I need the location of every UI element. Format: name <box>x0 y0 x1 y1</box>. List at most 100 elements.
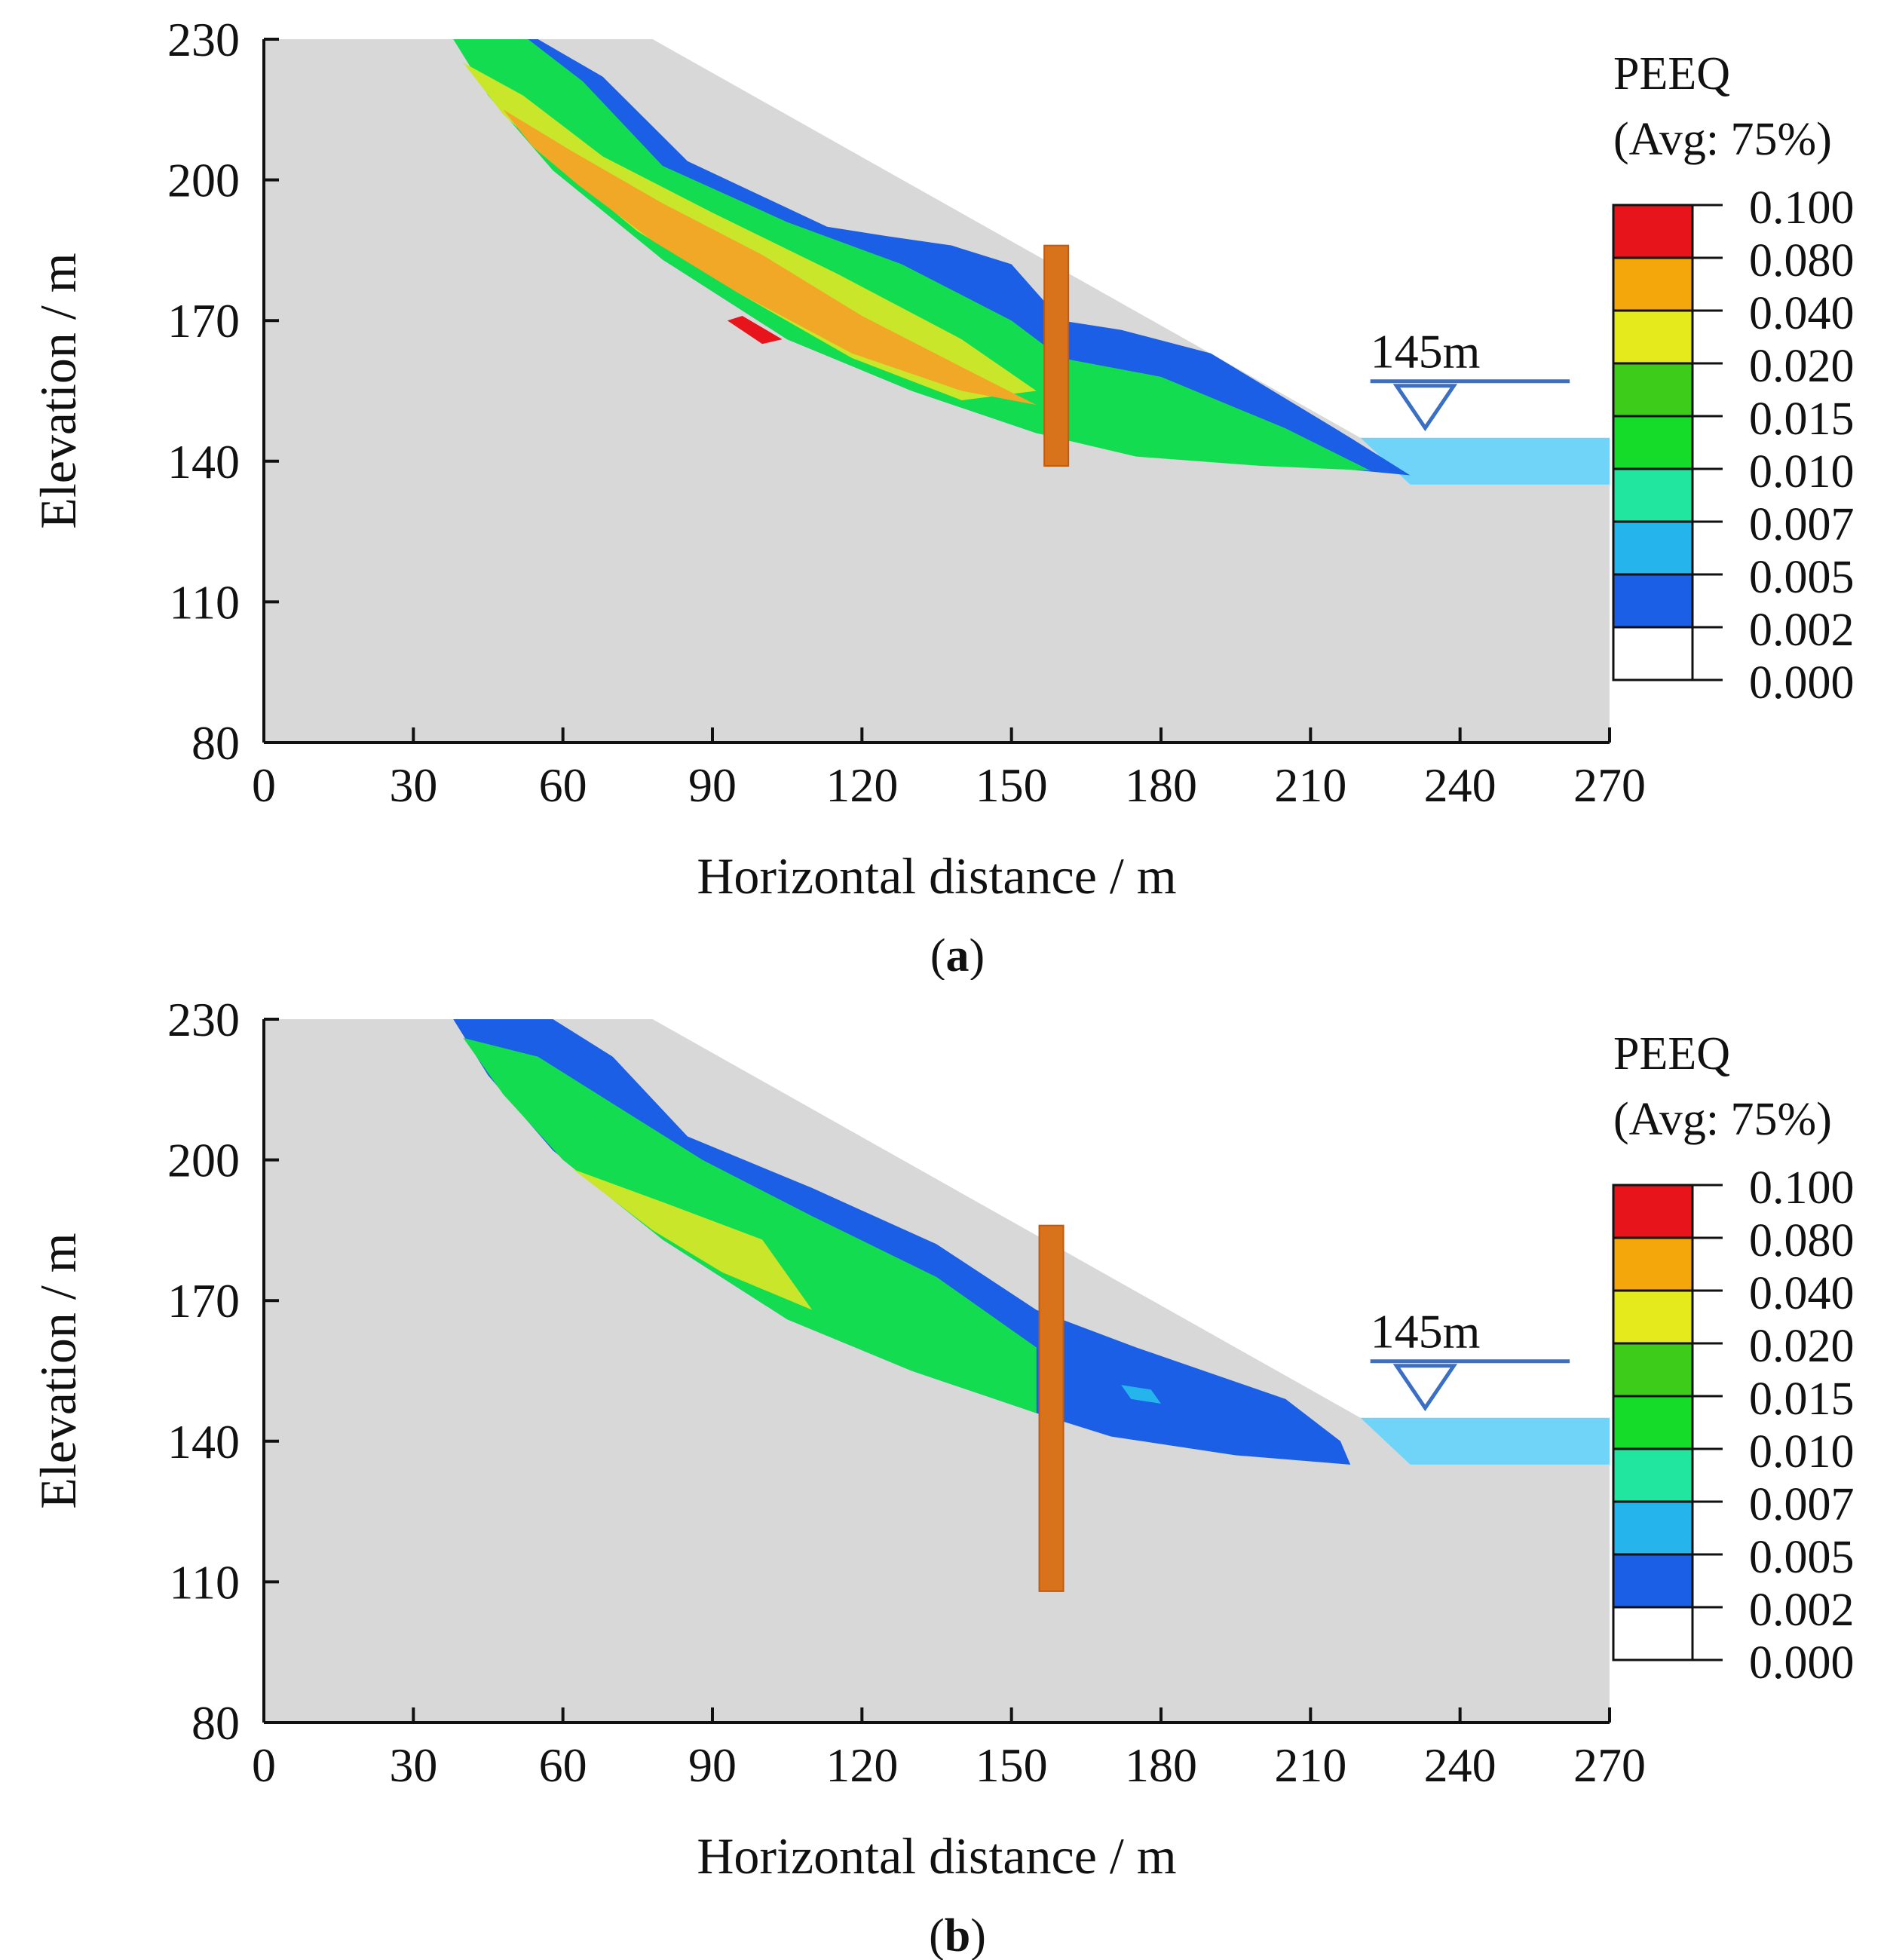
y-tick-label: 140 <box>167 435 240 488</box>
y-tick-label: 170 <box>167 294 240 348</box>
legend-level-label: 0.002 <box>1749 605 1855 656</box>
y-tick-label: 80 <box>191 716 240 770</box>
caption-close: ) <box>970 930 985 980</box>
legend-level-label: 0.015 <box>1749 1374 1855 1425</box>
legend-swatch <box>1612 1289 1694 1345</box>
legend-title: PEEQ <box>1613 1028 1730 1080</box>
chart-panel-b: 145m 0 30 60 90 120 150 180 210 240 270 80 110 140 170… <box>0 980 1887 1960</box>
water-level-triangle <box>1392 384 1458 432</box>
y-tick-label: 230 <box>167 13 240 66</box>
y-axis-title: Elevation / m <box>29 1233 87 1508</box>
chart-svg: 145m 0 30 60 90 120 150 180 210 240 270 80 110 140 170… <box>29 13 1855 980</box>
x-tick-label: 240 <box>1424 758 1496 812</box>
x-tick-label: 0 <box>252 1738 276 1792</box>
legend-swatch <box>1612 204 1694 259</box>
legend-swatch <box>1612 467 1694 523</box>
x-tick-label: 270 <box>1573 1738 1646 1792</box>
legend-swatch <box>1612 573 1694 629</box>
x-tick-label: 120 <box>826 1738 898 1792</box>
legend-swatch <box>1612 1342 1694 1398</box>
contour-band-0.005 <box>1121 1385 1161 1404</box>
legend-level-label: 0.020 <box>1749 341 1855 392</box>
legend-level-label: 0.015 <box>1749 394 1855 445</box>
legend-level-label: 0.000 <box>1749 657 1855 709</box>
legend-level-label: 0.005 <box>1749 552 1855 603</box>
x-tick-label: 240 <box>1424 1738 1496 1792</box>
x-tick-label: 270 <box>1573 758 1646 812</box>
x-tick-label: 30 <box>389 1738 437 1792</box>
legend-swatch <box>1612 1447 1694 1503</box>
x-tick-label: 60 <box>539 758 587 812</box>
contour-band-0.010 <box>463 1037 1037 1413</box>
y-tick-label: 200 <box>167 1134 240 1187</box>
legend-swatch <box>1612 520 1694 576</box>
water-level-label: 145m <box>1371 1305 1481 1358</box>
legend-swatch <box>1612 626 1694 681</box>
legend-level-label: 0.000 <box>1749 1637 1855 1689</box>
x-tick-label: 210 <box>1274 758 1346 812</box>
legend-level-label: 0.080 <box>1749 1215 1855 1266</box>
legend-swatch <box>1612 309 1694 365</box>
x-tick-label: 180 <box>1125 1738 1197 1792</box>
y-tick-label: 230 <box>167 993 240 1046</box>
contour-band-0.002 <box>453 1019 1351 1465</box>
water-body <box>1360 437 1610 485</box>
legend-subtitle: (Avg: 75%) <box>1613 1094 1832 1145</box>
legend-swatch <box>1612 1395 1694 1450</box>
pile <box>1043 244 1070 467</box>
x-tick-label: 180 <box>1125 758 1197 812</box>
x-tick-label: 60 <box>539 1738 587 1792</box>
y-tick-label: 200 <box>167 154 240 207</box>
y-tick-label: 140 <box>167 1415 240 1468</box>
y-tick-label: 80 <box>191 1696 240 1750</box>
water-body <box>1360 1417 1610 1465</box>
y-tick-label: 110 <box>169 575 240 629</box>
caption-open: ( <box>930 930 946 980</box>
x-tick-label: 150 <box>976 758 1048 812</box>
y-tick-label: 110 <box>169 1555 240 1609</box>
legend-level-label: 0.080 <box>1749 235 1855 286</box>
y-tick-label: 170 <box>167 1274 240 1328</box>
contour-band-0.002 <box>463 39 1411 476</box>
x-tick-label: 210 <box>1274 1738 1346 1792</box>
legend-level-label: 0.010 <box>1749 1426 1855 1478</box>
chart-panel-a: 145m 0 30 60 90 120 150 180 210 240 270 80 110 140 170… <box>29 13 1855 980</box>
legend-level-label: 0.005 <box>1749 1532 1855 1583</box>
contour-band-0.010 <box>453 39 1371 471</box>
legend-swatch <box>1612 362 1694 418</box>
water-level-triangle <box>1392 1364 1458 1412</box>
legend-level-label: 0.100 <box>1749 182 1855 234</box>
x-tick-label: 30 <box>389 758 437 812</box>
legend-swatch <box>1612 1184 1694 1239</box>
x-tick-label: 120 <box>826 758 898 812</box>
legend-swatch <box>1612 1500 1694 1556</box>
legend-level-label: 0.007 <box>1749 499 1855 550</box>
contour-band-0.020 <box>572 1169 813 1310</box>
x-tick-label: 90 <box>688 1738 737 1792</box>
legend-level-label: 0.010 <box>1749 446 1855 498</box>
legend-title: PEEQ <box>1613 48 1730 100</box>
legend-subtitle: (Avg: 75%) <box>1613 114 1832 165</box>
legend-level-label: 0.100 <box>1749 1162 1855 1214</box>
panel-caption: (b) <box>929 1910 986 1960</box>
pile <box>1038 1224 1065 1592</box>
legend-level-label: 0.040 <box>1749 1268 1855 1319</box>
contour-band-0.020 <box>463 63 1037 400</box>
caption-open: ( <box>929 1910 945 1960</box>
legend-level-label: 0.020 <box>1749 1321 1855 1372</box>
x-tick-label: 90 <box>688 758 737 812</box>
contour-band-0.080 <box>727 315 783 345</box>
legend-level-label: 0.002 <box>1749 1585 1855 1636</box>
x-tick-label: 0 <box>252 758 276 812</box>
x-axis-title: Horizontal distance / m <box>697 847 1176 905</box>
legend-swatch <box>1612 256 1694 312</box>
caption-letter: b <box>945 1910 970 1960</box>
water-level-label: 145m <box>1371 325 1481 378</box>
legend-swatch <box>1612 415 1694 470</box>
caption-close: ) <box>970 1910 986 1960</box>
chart-svg: 145m 0 30 60 90 120 150 180 210 240 270 80 110 140 170… <box>29 993 1855 1960</box>
caption-letter: a <box>946 930 970 980</box>
panel-caption: (a) <box>930 930 985 980</box>
x-axis-title: Horizontal distance / m <box>697 1827 1176 1885</box>
legend-level-label: 0.040 <box>1749 288 1855 339</box>
